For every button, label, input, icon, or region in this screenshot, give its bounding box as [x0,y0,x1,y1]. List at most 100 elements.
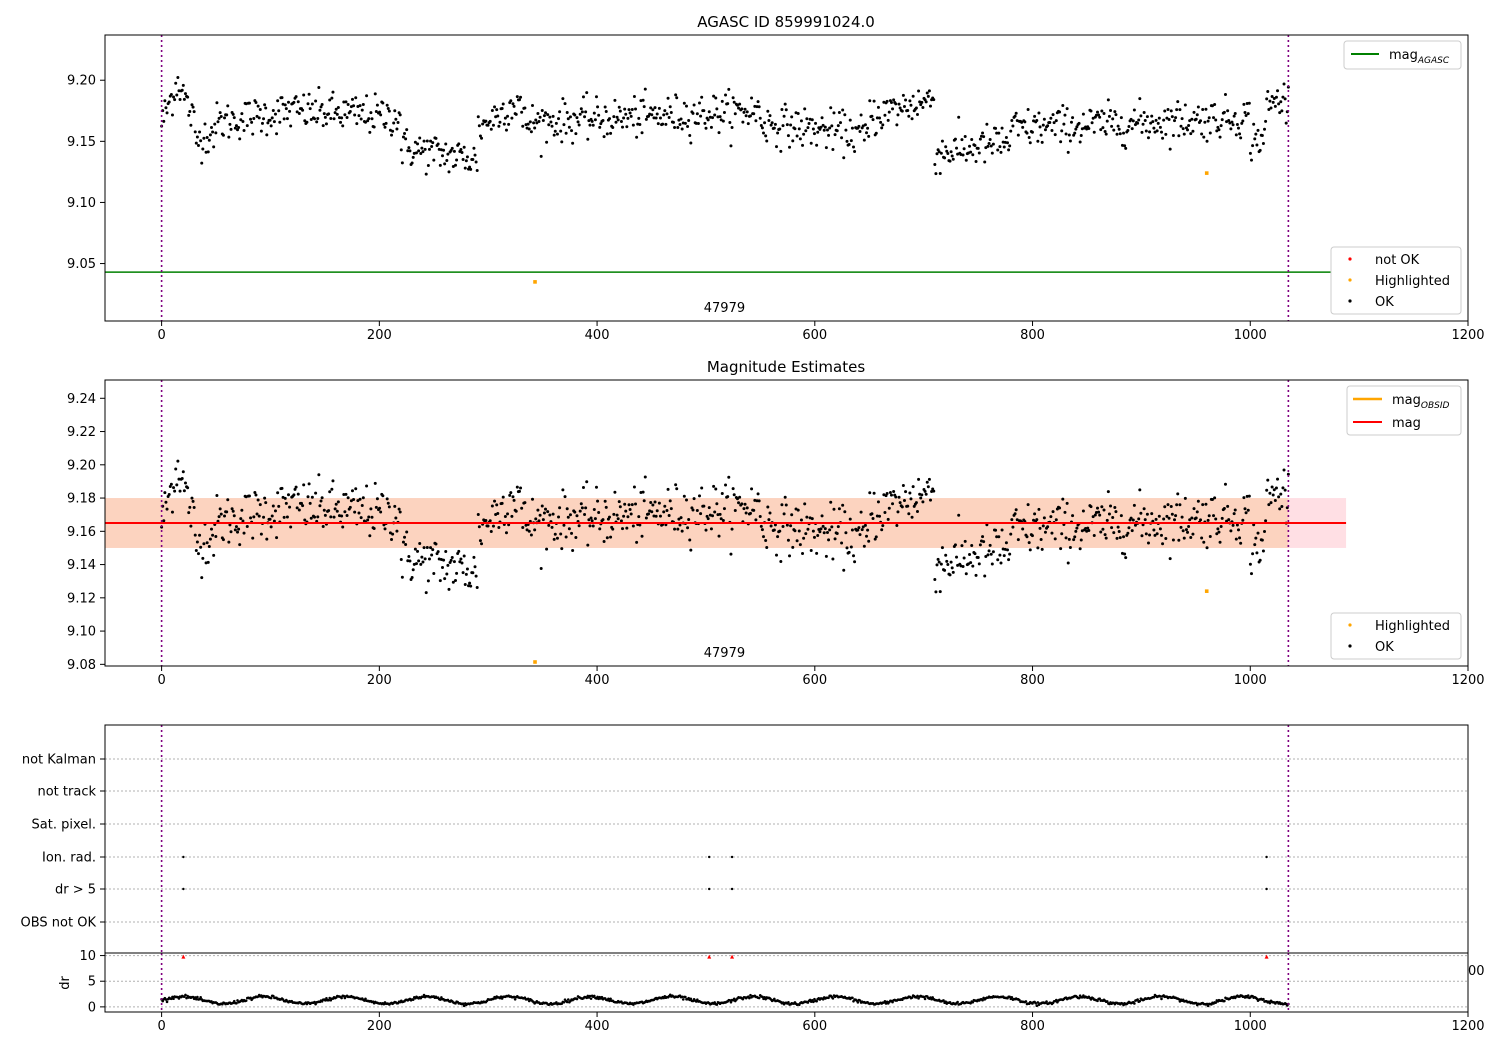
dr-point [728,998,732,1002]
ok-point [780,108,784,112]
ok-point [474,160,478,164]
ok-point [382,523,386,527]
ok-point [558,110,562,114]
ok-point [346,496,350,500]
ok-point [910,117,914,121]
ok-point [801,552,805,556]
ok-point [1030,130,1034,134]
ok-point [1188,119,1192,123]
ok-point [454,578,458,582]
ok-point [547,123,551,127]
ok-point [657,106,661,110]
ok-point [345,115,349,119]
ok-point [945,149,949,153]
panel-magnitude-estimates: Magnitude Estimates 0 200 400 600 800 1000 120… [67,358,1485,688]
ok-point [875,116,879,120]
ok-point [598,125,602,129]
ok-point [562,123,566,127]
ok-point [390,538,394,542]
ok-point [1025,535,1029,539]
ok-point [709,125,713,129]
ok-point [1264,519,1268,523]
ok-point [189,123,193,127]
ok-point [1223,93,1227,97]
ok-point [277,504,281,508]
dr-point [340,996,343,1000]
legend-highlighted: Highlighted [1375,274,1450,289]
ok-point [983,160,987,164]
ok-point [733,112,737,116]
ok-point [424,172,428,176]
dr-point [956,1000,959,1004]
ok-point [822,531,826,535]
ok-point [383,125,387,129]
ok-point [1274,486,1278,490]
ok-point [927,477,931,481]
ok-point [848,118,852,122]
ok-point [192,110,196,114]
dr-points [160,954,1290,1008]
ok-point [883,510,887,514]
ok-point [1195,113,1199,117]
ok-point [832,507,836,511]
highlighted-point [533,280,537,284]
ok-point [886,517,890,521]
ok-point [486,123,490,127]
ok-point [769,123,773,127]
ok-point [422,546,426,550]
ok-point [1219,124,1223,128]
flag-point [1265,855,1268,859]
ok-point [1138,488,1142,492]
legend-highlighted-2: Highlighted [1375,619,1450,634]
ok-point [1140,534,1144,538]
ok-point [201,147,205,151]
ok-point [1240,121,1244,125]
ok-point [955,555,959,559]
ok-point [666,487,670,491]
ok-point [695,508,699,512]
ok-point [548,115,552,119]
ok-point [390,133,394,137]
dr-point [198,997,201,1001]
ok-point [614,120,618,124]
ok-point [1021,527,1025,531]
ok-point [650,113,654,117]
ok-point [234,525,238,529]
ok-point [408,149,412,153]
ok-point [430,553,434,557]
ok-point [1159,533,1163,537]
dr-point [681,998,685,1001]
ok-point [1222,110,1226,114]
ok-point [773,523,777,527]
ok-point [715,502,719,506]
ok-point [790,513,794,517]
ok-point [430,145,434,149]
ok-point [586,137,590,141]
ok-point [212,145,216,149]
ok-point [293,487,297,491]
ok-point [1267,503,1271,507]
ok-point [802,132,806,136]
ok-point [815,143,819,147]
ok-point [1231,523,1235,527]
ok-point [1142,507,1146,511]
ok-point [1081,112,1085,116]
ok-point [393,109,397,113]
ok-point [1244,114,1248,118]
ok-point [546,113,550,117]
ok-point [431,548,435,552]
ok-point [961,564,965,568]
ok-point [908,491,912,495]
ok-point [1265,97,1269,101]
ok-point [878,116,882,120]
ok-point [1097,510,1101,514]
ok-point [1202,135,1206,139]
ok-point [481,122,485,126]
ok-point [1212,514,1216,518]
ok-point [273,112,277,116]
ok-point [1279,492,1283,496]
y-tick-label: 9.15 [67,135,96,150]
dr-point [199,995,202,999]
ok-point [743,107,747,111]
